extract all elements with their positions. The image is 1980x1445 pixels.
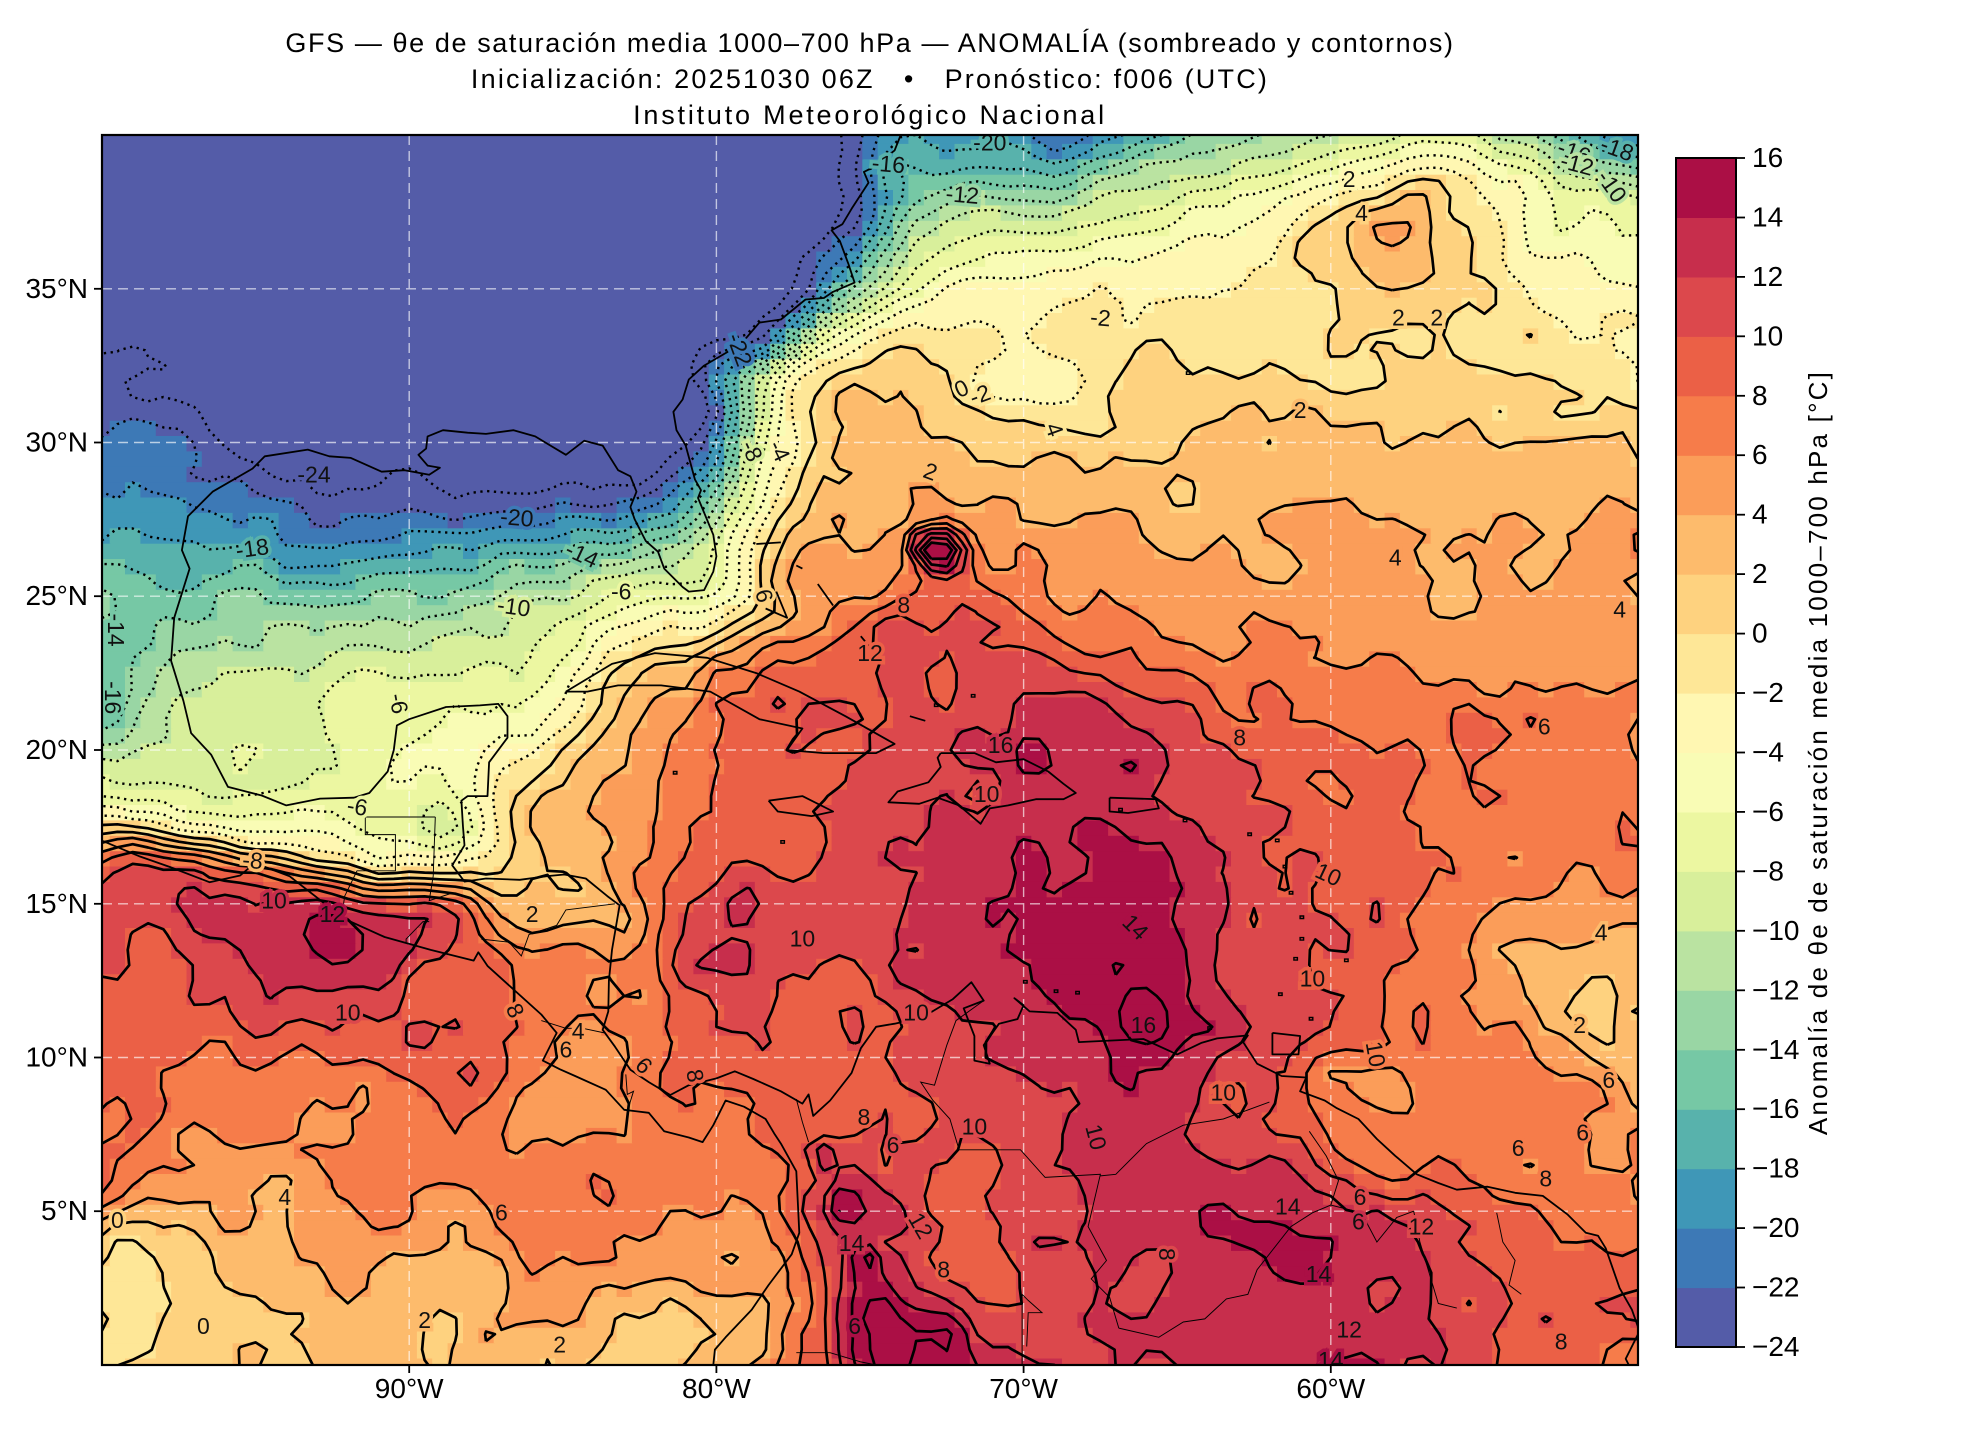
svg-text:35°N: 35°N	[25, 273, 88, 304]
svg-text:-6: -6	[611, 578, 631, 604]
svg-text:10: 10	[903, 1000, 929, 1026]
svg-text:14: 14	[1306, 1261, 1332, 1287]
svg-text:70°W: 70°W	[989, 1373, 1058, 1404]
svg-text:2: 2	[418, 1307, 431, 1333]
svg-text:−18: −18	[1752, 1153, 1800, 1184]
svg-text:2: 2	[1430, 305, 1443, 331]
svg-text:80°W: 80°W	[682, 1373, 751, 1404]
svg-text:15°N: 15°N	[25, 888, 88, 919]
svg-text:Anomalía de θe de saturación m: Anomalía de θe de saturación media 1000–…	[1803, 370, 1833, 1135]
svg-text:6: 6	[848, 1313, 861, 1339]
svg-text:10: 10	[974, 781, 1000, 807]
svg-text:10: 10	[1752, 320, 1783, 351]
svg-text:6: 6	[1752, 439, 1768, 470]
svg-text:10°N: 10°N	[25, 1042, 88, 1073]
svg-text:10: 10	[261, 887, 287, 913]
svg-text:-16: -16	[100, 681, 126, 714]
svg-text:6: 6	[560, 1036, 573, 1062]
svg-text:8: 8	[937, 1256, 950, 1282]
svg-text:6: 6	[1352, 1209, 1365, 1235]
svg-text:10: 10	[790, 926, 816, 952]
svg-text:−2: −2	[1752, 677, 1784, 708]
svg-text:60°W: 60°W	[1296, 1373, 1365, 1404]
svg-text:16: 16	[1131, 1012, 1157, 1038]
svg-text:20°N: 20°N	[25, 734, 88, 765]
svg-text:Instituto Meteorológico Nacion: Instituto Meteorológico Nacional	[633, 100, 1107, 130]
svg-text:10: 10	[335, 1000, 361, 1026]
svg-text:25°N: 25°N	[25, 580, 88, 611]
svg-text:12: 12	[320, 901, 346, 927]
svg-text:−4: −4	[1752, 737, 1784, 768]
svg-text:-10: -10	[496, 591, 533, 621]
svg-text:2: 2	[1392, 305, 1405, 331]
svg-text:2: 2	[1343, 166, 1356, 192]
svg-text:14: 14	[839, 1230, 865, 1256]
svg-text:2: 2	[1752, 558, 1768, 589]
svg-text:16: 16	[988, 732, 1014, 758]
svg-text:4: 4	[278, 1184, 291, 1210]
svg-text:6: 6	[1576, 1119, 1589, 1145]
svg-text:0: 0	[197, 1313, 210, 1339]
svg-text:-24: -24	[297, 461, 330, 487]
svg-text:6: 6	[1538, 714, 1551, 740]
svg-text:14: 14	[1752, 202, 1783, 233]
svg-text:90°W: 90°W	[375, 1373, 444, 1404]
svg-text:10: 10	[1300, 966, 1326, 992]
svg-text:-12: -12	[945, 180, 980, 209]
svg-text:8: 8	[1539, 1166, 1552, 1192]
svg-text:2: 2	[553, 1332, 566, 1358]
svg-text:-18: -18	[234, 533, 271, 563]
svg-text:16: 16	[1752, 142, 1783, 173]
svg-text:-16: -16	[871, 149, 906, 178]
svg-text:4: 4	[1752, 499, 1768, 530]
svg-text:4: 4	[572, 1018, 585, 1044]
svg-text:8: 8	[858, 1104, 871, 1130]
svg-text:8: 8	[1555, 1329, 1568, 1355]
svg-text:10: 10	[962, 1113, 988, 1139]
svg-text:-2: -2	[1089, 304, 1112, 332]
svg-text:−14: −14	[1752, 1034, 1800, 1065]
svg-text:8: 8	[1752, 380, 1768, 411]
svg-text:Inicialización: 20251030 06Z: Inicialización: 20251030 06Z • Pronóstic…	[471, 64, 1269, 94]
svg-text:-8: -8	[241, 846, 264, 874]
svg-text:4: 4	[1389, 544, 1402, 570]
svg-text:6: 6	[887, 1132, 900, 1158]
svg-text:5°N: 5°N	[41, 1195, 88, 1226]
svg-text:12: 12	[1336, 1316, 1362, 1342]
svg-text:−24: −24	[1752, 1331, 1800, 1362]
svg-text:6: 6	[1354, 1184, 1367, 1210]
svg-text:-14: -14	[103, 613, 129, 646]
svg-text:2: 2	[1573, 1012, 1586, 1038]
svg-text:4: 4	[1613, 597, 1626, 623]
svg-text:8: 8	[1154, 1248, 1180, 1261]
svg-text:−10: −10	[1752, 915, 1800, 946]
svg-text:−20: −20	[1752, 1212, 1800, 1243]
svg-text:30°N: 30°N	[25, 427, 88, 458]
svg-text:12: 12	[857, 640, 883, 666]
svg-text:12: 12	[1752, 261, 1783, 292]
svg-text:6: 6	[495, 1199, 508, 1225]
svg-text:8: 8	[897, 592, 910, 618]
svg-text:0: 0	[111, 1207, 124, 1233]
svg-text:12: 12	[1409, 1213, 1435, 1239]
svg-text:10: 10	[1211, 1079, 1237, 1105]
svg-text:-20: -20	[499, 503, 534, 532]
svg-text:−22: −22	[1752, 1272, 1800, 1303]
svg-text:14: 14	[1275, 1193, 1301, 1219]
svg-text:2: 2	[526, 901, 539, 927]
svg-text:GFS — θe de saturación media 1: GFS — θe de saturación media 1000–700 hP…	[285, 28, 1454, 58]
svg-text:6: 6	[1512, 1135, 1525, 1161]
svg-text:2: 2	[1294, 397, 1307, 423]
svg-text:4: 4	[1595, 920, 1608, 946]
svg-text:6: 6	[1602, 1067, 1615, 1093]
svg-text:−12: −12	[1752, 974, 1800, 1005]
svg-text:−16: −16	[1752, 1093, 1800, 1124]
svg-text:0: 0	[1752, 618, 1768, 649]
svg-text:−8: −8	[1752, 855, 1784, 886]
svg-text:4: 4	[1355, 200, 1368, 226]
svg-text:10: 10	[1361, 1039, 1391, 1069]
svg-text:8: 8	[1233, 724, 1246, 750]
svg-text:−6: −6	[1752, 796, 1784, 827]
